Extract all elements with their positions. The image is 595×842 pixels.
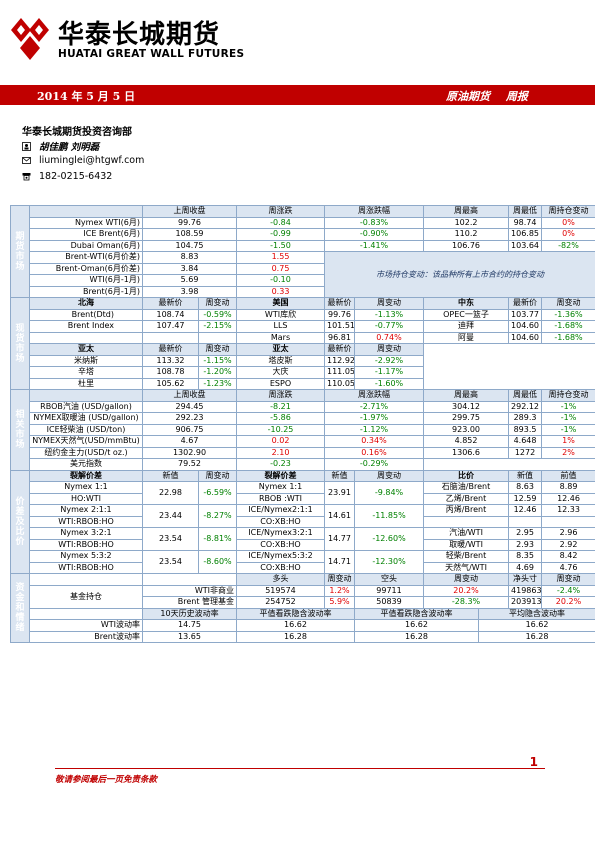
table-row: Brent(Dtd) 108.74 -0.59% WTI库欣 99.76 -1.… bbox=[11, 308, 595, 321]
table-row: WTI:RBOB:HO CO:XB:HO bbox=[11, 515, 595, 528]
section-label-funds: 资金和情绪 bbox=[10, 573, 30, 643]
table-row: ICE轻柴油 (USD/ton) 906.75 -10.25 -1.12% 92… bbox=[11, 423, 595, 436]
analyst-row: 胡佳鹏 刘明磊 bbox=[22, 139, 99, 153]
table-row: Nymex 3:2:1 23.54 -8.81% ICE/Nymex3:2:1 … bbox=[11, 527, 595, 551]
report-title-bar: 2014 年 5 月 5 日 原油期货 周报 bbox=[0, 85, 595, 105]
table-row: Nymex 1:1 22.98 -6.59% Nymex 1:1 23.91 -… bbox=[11, 481, 595, 505]
phone-icon bbox=[22, 172, 31, 181]
table-row: 基金持仓 WTI非商业 519574 1.2% 99711 20.2% 4198… bbox=[11, 584, 595, 609]
page-number: 1 bbox=[529, 755, 538, 769]
market-summary-table: 期货市场 上周收盘 周涨跌 周涨跌幅 周最高 周最低 周持仓变动 Nymex W… bbox=[10, 205, 595, 643]
brand-name-cn: 华泰长城期货 bbox=[58, 20, 221, 50]
phone-number: 182-0215-6432 bbox=[39, 171, 113, 182]
volatility-header-row: 10天历史波动率 平值看跌隐含波动率 平值看跌隐含波动率 平均隐含波动率 bbox=[11, 607, 595, 620]
report-date: 2014 年 5 月 5 日 bbox=[37, 90, 136, 103]
spot-header-row: 现货市场 北海 最新价 周变动 美国 最新价 周变动 中东 最新价 周变动 bbox=[10, 297, 595, 390]
table-row: Nymex 2:1:1 23.44 -8.27% ICE/Nymex2:1:1 … bbox=[11, 504, 595, 528]
table-row: NYMEX取暖油 (USD/gallon) 292.23 -5.86 -1.97… bbox=[11, 412, 595, 425]
table-row: RBOB汽油 (USD/gallon) 294.45 -8.21 -2.71% … bbox=[11, 400, 595, 413]
spread-header-row: 价差及比价 裂解价差 新值 周变动 裂解价差 新值 周变动 比价 新值 前值 bbox=[10, 469, 595, 574]
table-row: 纽约金主力(USD/t oz.) 1302.90 2.10 0.16% 1306… bbox=[11, 446, 595, 459]
table-row: Brent-WTI(6月价差) 8.83 1.55 市场持仓变动：该品种所有上市… bbox=[11, 251, 595, 298]
report-title: 原油期货 周报 bbox=[446, 90, 528, 103]
section-label-related: 相关市场 bbox=[10, 389, 30, 471]
disclaimer-note[interactable]: 敬请参阅最后一页免责条款 bbox=[55, 775, 158, 785]
position-change-note: 市场持仓变动：该品种所有上市合约的持仓变动 bbox=[323, 251, 595, 298]
footer-divider bbox=[55, 768, 545, 769]
table-row: NYMEX天然气(USD/mmBtu) 4.67 0.02 0.34% 4.85… bbox=[11, 435, 595, 448]
table-row: HO:WTI RBOB :WTI 乙烯/Brent 12.59 12.46 bbox=[11, 492, 595, 505]
brand-name-en: HUATAI GREAT WALL FUTURES bbox=[58, 48, 245, 60]
table-row: Brent Index 107.47 -2.15% LLS 101.51 -0.… bbox=[11, 320, 595, 333]
spot-asia-header-row: 亚太 最新价 周变动 亚太 最新价 周变动 bbox=[11, 343, 595, 390]
table-row: Dubai Oman(6月) 104.75 -1.50 -1.41% 106.7… bbox=[11, 239, 595, 252]
futures-header-row: 期货市场 上周收盘 周涨跌 周涨跌幅 周最高 周最低 周持仓变动 bbox=[10, 205, 595, 298]
section-label-spread: 价差及比价 bbox=[10, 469, 30, 574]
table-row: Nymex WTI(6月) 99.76 -0.84 -0.83% 102.2 9… bbox=[11, 216, 595, 229]
section-label-futures: 期货市场 bbox=[10, 205, 30, 298]
table-row: WTI波动率 14.75 16.62 16.62 16.62 bbox=[11, 619, 595, 632]
table-row: 美元指数 79.52 -0.23 -0.29% bbox=[11, 458, 595, 471]
table-row: WTI:RBOB:HO CO:XB:HO 取暖/WTI 2.93 2.92 bbox=[11, 538, 595, 551]
mail-icon bbox=[22, 156, 31, 165]
phone-row: 182-0215-6432 bbox=[22, 171, 112, 182]
department-name: 华泰长城期货投资咨询部 bbox=[22, 127, 132, 138]
analyst-names: 胡佳鹏 刘明磊 bbox=[39, 142, 100, 153]
table-row: Mars 96.81 0.74% 阿曼 104.60 -1.68% bbox=[11, 331, 595, 344]
email-address[interactable]: liuminglei@htgwf.com bbox=[39, 155, 145, 166]
person-icon bbox=[22, 141, 31, 151]
table-row: ICE Brent(6月) 108.59 -0.99 -0.90% 110.2 … bbox=[11, 228, 595, 241]
fund-position-label: 基金持仓 bbox=[29, 584, 143, 609]
section-label-spot: 现货市场 bbox=[10, 297, 30, 390]
email-row: liuminglei@htgwf.com bbox=[22, 155, 144, 166]
funds-header-row: 资金和情绪 多头 周变动 空头 周变动 净头寸 周变动 bbox=[10, 573, 595, 643]
table-row: WTI:RBOB:HO CO:XB:HO 天然气/WTI 4.69 4.76 bbox=[11, 561, 595, 574]
table-row: Nymex 5:3:2 23.54 -8.60% ICE/Nymex5:3:2 … bbox=[11, 550, 595, 574]
related-header-row: 相关市场 上周收盘 周涨跌 周涨跌幅 周最高 周最低 周持仓变动 bbox=[10, 389, 595, 471]
table-row: Brent波动率 13.65 16.28 16.28 16.28 bbox=[11, 630, 595, 643]
huatai-logo bbox=[11, 18, 49, 60]
